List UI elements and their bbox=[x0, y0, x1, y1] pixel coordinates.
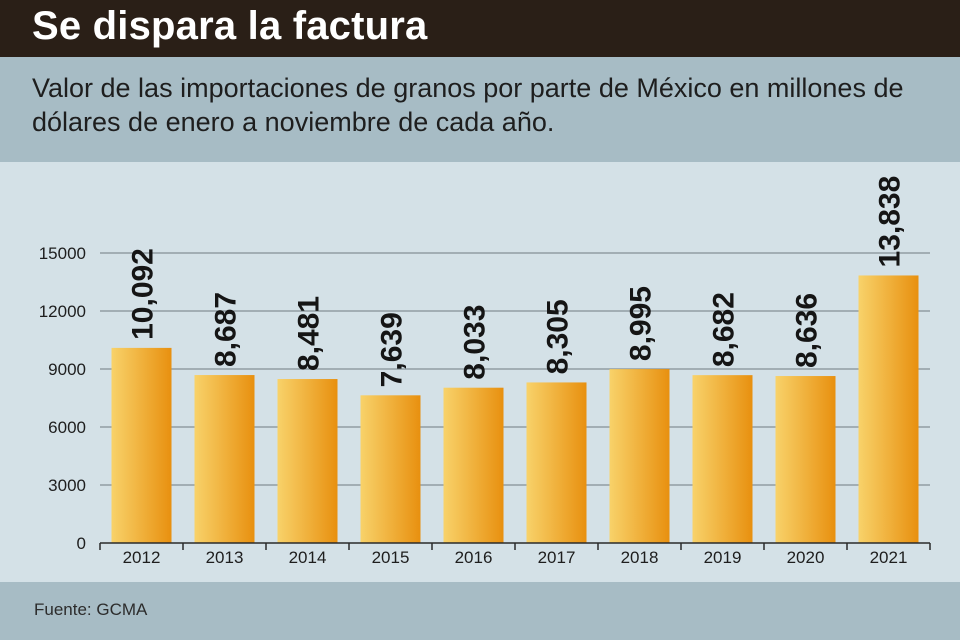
x-axis-labels: 2012 2013 2014 2015 2016 2017 2018 2019 2020 2021 bbox=[123, 548, 908, 567]
y-tick-label: 15000 bbox=[39, 244, 86, 263]
data-label-2013: 8,687 bbox=[210, 292, 243, 367]
bar-2013 bbox=[194, 375, 255, 543]
bar-2021 bbox=[858, 275, 919, 543]
y-axis-ticks: 0 3000 6000 9000 12000 15000 bbox=[39, 244, 86, 553]
x-tick-label: 2013 bbox=[206, 548, 244, 567]
footer: Fuente: GCMA bbox=[0, 582, 960, 640]
data-labels: 10,092 8,687 8,481 7,639 8,033 8,305 8,995 8,68… bbox=[127, 176, 907, 388]
chart-subtitle: Valor de las importaciones de granos por… bbox=[32, 73, 904, 137]
data-label-2018: 8,995 bbox=[625, 286, 658, 361]
data-label-2019: 8,682 bbox=[708, 292, 741, 367]
x-tick-label: 2015 bbox=[372, 548, 410, 567]
bars bbox=[111, 275, 919, 543]
x-tick-label: 2014 bbox=[289, 548, 327, 567]
x-tick-label: 2017 bbox=[538, 548, 576, 567]
y-tick-label: 9000 bbox=[48, 360, 86, 379]
bar-2016 bbox=[443, 387, 504, 543]
subtitle-band: Valor de las importaciones de granos por… bbox=[0, 57, 960, 162]
x-tick-label: 2019 bbox=[704, 548, 742, 567]
x-tick-label: 2018 bbox=[621, 548, 659, 567]
data-label-2016: 8,033 bbox=[459, 305, 492, 380]
bar-2012 bbox=[111, 347, 172, 543]
data-label-2021: 13,838 bbox=[874, 176, 907, 268]
bar-2015 bbox=[360, 395, 421, 543]
x-tick-label: 2012 bbox=[123, 548, 161, 567]
x-tick-label: 2016 bbox=[455, 548, 493, 567]
y-tick-label: 3000 bbox=[48, 476, 86, 495]
chart-title: Se dispara la factura bbox=[32, 4, 428, 48]
bar-2020 bbox=[775, 376, 836, 543]
data-label-2017: 8,305 bbox=[542, 299, 575, 374]
y-tick-label: 12000 bbox=[39, 302, 86, 321]
data-label-2012: 10,092 bbox=[127, 248, 160, 340]
title-bar: Se dispara la factura bbox=[0, 0, 960, 57]
x-axis bbox=[99, 542, 931, 550]
data-label-2014: 8,481 bbox=[293, 296, 326, 371]
data-label-2015: 7,639 bbox=[376, 312, 409, 387]
bar-2018 bbox=[609, 369, 670, 543]
bar-2014 bbox=[277, 379, 338, 543]
data-label-2020: 8,636 bbox=[791, 293, 824, 368]
y-tick-label: 0 bbox=[77, 534, 86, 553]
y-tick-label: 6000 bbox=[48, 418, 86, 437]
bar-2017 bbox=[526, 382, 587, 543]
bar-2019 bbox=[692, 375, 753, 543]
x-tick-label: 2020 bbox=[787, 548, 825, 567]
source-note: Fuente: GCMA bbox=[34, 600, 148, 619]
x-tick-label: 2021 bbox=[870, 548, 908, 567]
